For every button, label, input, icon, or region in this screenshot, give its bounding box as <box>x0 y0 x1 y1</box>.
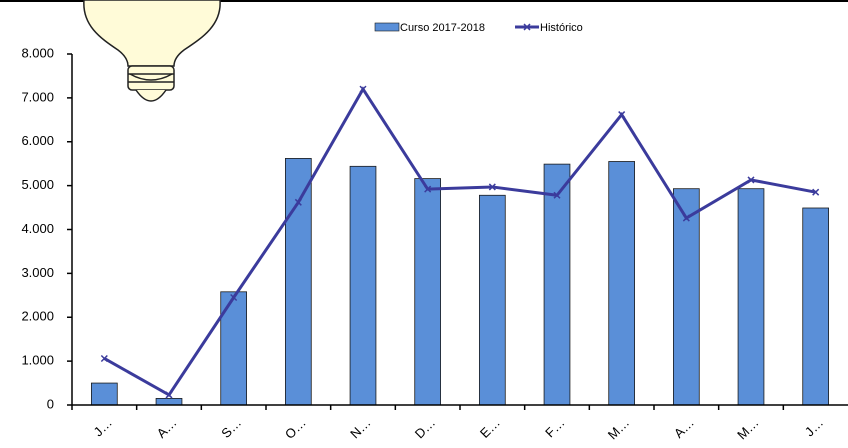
y-tick-label: 6.000 <box>21 133 54 148</box>
bar <box>803 208 829 405</box>
bar <box>415 179 441 405</box>
bar <box>156 398 182 405</box>
bar <box>350 166 376 405</box>
y-tick-label: 4.000 <box>21 221 54 236</box>
bar <box>91 383 117 405</box>
bar <box>609 161 635 405</box>
y-tick-label: 1.000 <box>21 353 54 368</box>
legend-swatch <box>375 23 399 31</box>
bar <box>479 195 505 405</box>
y-tick-label: 3.000 <box>21 265 54 280</box>
bar <box>673 189 699 405</box>
y-tick-label: 0 <box>47 396 54 411</box>
y-tick-label: 8.000 <box>21 45 54 60</box>
y-tick-label: 7.000 <box>21 89 54 104</box>
bar <box>738 189 764 405</box>
chart: 0 1.000 2.000 3.000 4.000 5.000 6.000 7.000 8.00… <box>0 0 848 448</box>
legend-label: Histórico <box>540 22 583 34</box>
legend-label: Curso 2017-2018 <box>400 22 485 34</box>
bar <box>285 158 311 405</box>
y-tick-label: 5.000 <box>21 177 54 192</box>
bar <box>544 164 570 405</box>
y-tick-label: 2.000 <box>21 309 54 324</box>
